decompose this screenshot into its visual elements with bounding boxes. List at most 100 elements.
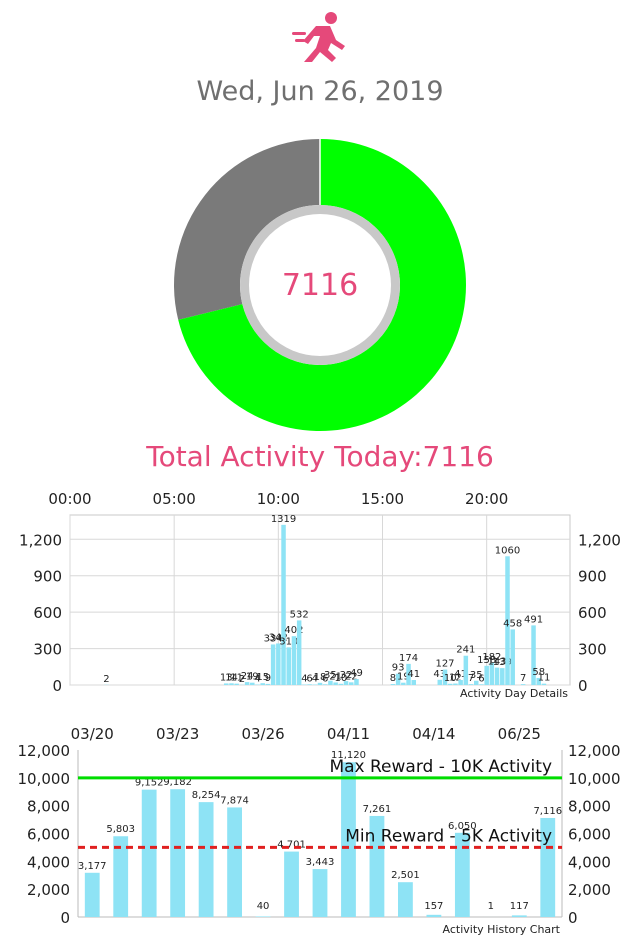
- day-bar-value-label: 2: [103, 674, 109, 685]
- y-tick-label-left: 2,000: [27, 881, 70, 899]
- y-tick-label-right: 2,000: [568, 881, 611, 899]
- x-tick-label: 03/20: [71, 725, 114, 743]
- day-bar: [520, 684, 526, 685]
- day-bar-value-label: 21: [329, 671, 342, 682]
- history-bar-value-label: 40: [257, 901, 270, 912]
- history-bar: [341, 762, 356, 917]
- history-bar-value-label: 9,152: [135, 778, 164, 789]
- day-bar-value-label: 22: [345, 671, 358, 682]
- y-tick-label-left: 1,200: [19, 531, 62, 549]
- y-tick-label-left: 300: [33, 641, 62, 659]
- day-bar: [322, 684, 328, 685]
- history-bar-value-label: 4,701: [277, 840, 306, 851]
- day-bar: [463, 655, 469, 685]
- runner-body: [303, 26, 345, 62]
- day-bar-value-label: 241: [456, 645, 475, 656]
- day-bar: [390, 684, 396, 685]
- day-bar: [395, 673, 401, 685]
- day-bar-value-label: 6: [322, 673, 328, 684]
- history-bar-value-label: 5,803: [106, 824, 135, 835]
- day-bar: [244, 682, 250, 685]
- donut-progress-segment: [178, 139, 467, 431]
- day-bar: [281, 524, 286, 685]
- day-bar-value-label: 7: [468, 673, 474, 684]
- y-tick-label-right: 6,000: [568, 826, 611, 844]
- history-bar: [284, 851, 299, 917]
- day-bar: [296, 620, 302, 685]
- y-tick-label-left: 4,000: [27, 853, 70, 871]
- day-bar-value-label: 174: [399, 653, 418, 664]
- y-tick-label-right: 900: [578, 568, 607, 586]
- day-bar-value-label: 532: [290, 609, 309, 620]
- day-bar: [489, 662, 495, 685]
- y-tick-label-right: 10,000: [568, 770, 621, 788]
- x-tick-label: 06/25: [498, 725, 541, 743]
- history-bar: [426, 914, 442, 917]
- x-tick-label: 10:00: [257, 490, 300, 508]
- history-bar-value-label: 2,501: [391, 870, 420, 881]
- day-bar: [510, 629, 515, 685]
- y-tick-label-left: 600: [33, 604, 62, 622]
- chart-description: Activity History Chart: [443, 923, 561, 936]
- day-bar-value-label: 7: [520, 673, 526, 684]
- day-bar: [250, 682, 255, 685]
- day-bar-value-label: 6: [478, 673, 484, 684]
- y-tick-label-right: 12,000: [568, 742, 621, 760]
- day-bar-value-label: 41: [407, 669, 420, 680]
- day-bar: [468, 684, 474, 685]
- history-bar-value-label: 117: [510, 901, 529, 912]
- day-bar-value-label: 35: [470, 670, 483, 681]
- day-bar: [474, 680, 479, 685]
- x-tick-label: 03/23: [156, 725, 199, 743]
- history-bar: [113, 836, 129, 917]
- day-bar-value-label: 35: [324, 670, 337, 681]
- day-bar-value-label: 10: [334, 673, 347, 684]
- day-bar-value-label: 491: [524, 614, 543, 625]
- day-bar: [291, 636, 297, 685]
- day-bar: [338, 683, 344, 685]
- day-bar: [333, 682, 338, 685]
- x-tick-label: 15:00: [361, 490, 404, 508]
- day-bar-value-label: 158: [477, 655, 496, 666]
- day-bar-value-label: 4: [301, 674, 307, 685]
- day-bar-value-label: 14: [225, 672, 238, 683]
- history-bar: [398, 882, 413, 917]
- y-tick-label-left: 12,000: [18, 742, 71, 760]
- day-bar: [458, 680, 463, 685]
- day-bar-value-label: 402: [284, 625, 303, 636]
- day-bar: [328, 680, 333, 685]
- x-tick-label: 00:00: [48, 490, 91, 508]
- day-bar: [343, 681, 349, 685]
- history-bar: [255, 916, 271, 917]
- donut-value: 7116: [282, 268, 358, 303]
- history-bar: [84, 872, 100, 917]
- day-bar-value-label: 8: [390, 673, 396, 684]
- y-tick-label-right: 8,000: [568, 798, 611, 816]
- day-bar-value-label: 18: [314, 672, 327, 683]
- history-bar: [141, 789, 157, 917]
- y-tick-label-left: 8,000: [27, 798, 70, 816]
- day-bar-value-label: 310: [279, 636, 298, 647]
- history-bar: [170, 789, 186, 917]
- day-bar-value-label: 19: [397, 672, 410, 683]
- day-bar-value-label: 1060: [495, 545, 520, 556]
- day-bar: [401, 682, 406, 685]
- day-bar-value-label: 32: [340, 670, 353, 681]
- x-tick-label: 05:00: [153, 490, 196, 508]
- history-bar-value-label: 7,116: [533, 806, 562, 817]
- reference-line-label: Min Reward - 5K Activity: [345, 826, 552, 846]
- day-bar-value-label: 12: [449, 673, 462, 684]
- day-bar-value-label: 9: [265, 673, 271, 684]
- y-tick-label-right: 4,000: [568, 853, 611, 871]
- history-bar-value-label: 7,874: [220, 795, 249, 806]
- history-bar-value-label: 6,050: [448, 821, 477, 832]
- day-bar-value-label: 11: [538, 673, 551, 684]
- y-tick-label-left: 0: [52, 677, 62, 695]
- history-bar: [227, 807, 242, 917]
- y-tick-label-right: 600: [578, 604, 607, 622]
- day-bar-value-label: 4: [312, 674, 318, 685]
- history-bar: [454, 832, 470, 917]
- day-bar-value-label: 6: [306, 673, 312, 684]
- activity-day-chart: 0 0 300 300 600 600 900 900 1,200 1,200 00:00 05:00…: [19, 490, 621, 700]
- day-bar: [354, 679, 359, 685]
